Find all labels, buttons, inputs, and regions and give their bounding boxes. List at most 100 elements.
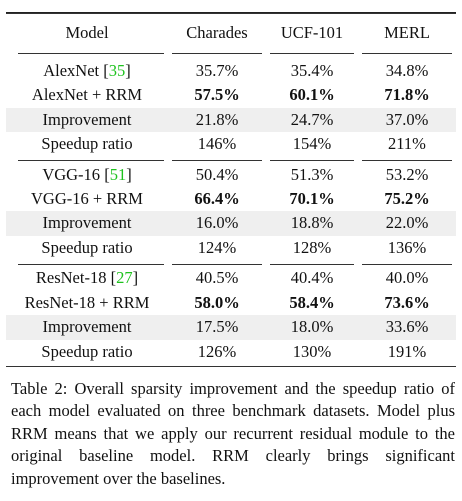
- value-text: 53.2%: [385, 164, 429, 184]
- table-caption: Table 2: Overall sparsity improvement an…: [11, 379, 455, 488]
- table-rule-segment: [172, 53, 262, 54]
- table-rule-segment: [270, 53, 354, 54]
- value-text: 136%: [387, 238, 427, 258]
- table-row: AlexNet [35] 35.7% 35.4% 34.8%: [6, 53, 456, 83]
- value-text: 128%: [292, 238, 332, 258]
- header-model: Model: [65, 22, 109, 42]
- table-row: Improvement 21.8% 24.7% 37.0%: [6, 107, 456, 133]
- table-rule-segment: [172, 263, 262, 265]
- value-text: 40.0%: [385, 268, 429, 288]
- model-name-cell: ResNet-18 [27]: [35, 268, 139, 288]
- value-cell: 66.4%: [168, 187, 266, 212]
- value-text: 124%: [197, 238, 237, 258]
- value-text: 146%: [197, 134, 237, 154]
- model-name: Speedup ratio: [41, 134, 133, 154]
- value-text: 126%: [197, 341, 237, 361]
- table-row: ResNet-18 [27] 40.5% 40.4% 40.0%: [6, 261, 456, 291]
- table-row: Speedup ratio 124% 128% 136%: [6, 236, 456, 261]
- table-rule-segment: [270, 159, 354, 161]
- table-rule: [6, 366, 456, 368]
- value-cell: 35.4%: [266, 53, 358, 83]
- value-text: 17.5%: [195, 317, 239, 337]
- citation-link[interactable]: 27: [116, 268, 133, 288]
- value-text: 24.7%: [290, 109, 334, 129]
- value-cell: 40.5%: [168, 261, 266, 291]
- table-row: VGG-16 [51] 50.4% 51.3% 53.2%: [6, 157, 456, 187]
- value-cell: 18.8%: [266, 211, 358, 236]
- value-text: 40.5%: [195, 268, 239, 288]
- model-name-cell: Improvement: [6, 211, 168, 236]
- model-name: Improvement: [42, 317, 132, 337]
- table-rule-segment: [362, 263, 452, 265]
- model-name-cell: Improvement: [6, 315, 168, 340]
- model-name-cell: VGG-16 + RRM: [6, 187, 168, 212]
- table-rule-segment: [18, 53, 164, 54]
- model-name: Improvement: [42, 109, 132, 129]
- value-text: 71.8%: [384, 85, 430, 105]
- value-text: 130%: [292, 341, 332, 361]
- value-text: 60.1%: [289, 85, 335, 105]
- value-text: 211%: [388, 134, 426, 154]
- value-cell: 191%: [358, 340, 456, 365]
- value-cell: 51.3%: [266, 157, 358, 187]
- table-row: ResNet-18 + RRM 58.0% 58.4% 73.6%: [6, 291, 456, 316]
- header-ucf101: UCF-101: [280, 22, 344, 42]
- table-rule-segment: [18, 159, 164, 161]
- model-name-cell: Improvement: [6, 107, 168, 133]
- value-text: 50.4%: [195, 164, 239, 184]
- model-name-cell: Speedup ratio: [6, 236, 168, 261]
- header-charades: Charades: [186, 22, 248, 42]
- value-text: 58.0%: [194, 292, 240, 312]
- value-text: 16.0%: [195, 213, 239, 233]
- citation-link[interactable]: 51: [109, 164, 127, 184]
- value-cell: 35.7%: [168, 53, 266, 83]
- value-cell: 136%: [358, 236, 456, 261]
- model-name-cell: VGG-16 [51]: [42, 164, 132, 184]
- value-cell: 128%: [266, 236, 358, 261]
- table-body: AlexNet [35] 35.7% 35.4% 34.8% AlexNet + RRM…: [6, 53, 456, 364]
- value-text: 22.0%: [385, 213, 429, 233]
- value-cell: 17.5%: [168, 315, 266, 340]
- value-cell: 34.8%: [358, 53, 456, 83]
- value-text: 66.4%: [194, 188, 240, 208]
- table-rule-segment: [172, 159, 262, 161]
- value-cell: 154%: [266, 132, 358, 157]
- value-text: 191%: [387, 341, 427, 361]
- value-cell: 70.1%: [266, 187, 358, 212]
- value-cell: 57.5%: [168, 83, 266, 108]
- table-rule-segment: [270, 263, 354, 265]
- value-cell: 40.0%: [358, 261, 456, 291]
- value-cell: 21.8%: [168, 107, 266, 133]
- table-rule-segment: [362, 159, 452, 161]
- value-text: 58.4%: [289, 292, 335, 312]
- table-row: Speedup ratio 126% 130% 191%: [6, 340, 456, 365]
- table-rule-segment: [18, 263, 164, 265]
- value-cell: 16.0%: [168, 211, 266, 236]
- results-table-container: Model Charades UCF-101 MERL AlexNet [35]…: [6, 12, 456, 364]
- model-name: Speedup ratio: [41, 341, 133, 361]
- value-cell: 75.2%: [358, 187, 456, 212]
- value-cell: 24.7%: [266, 107, 358, 133]
- value-text: 75.2%: [384, 188, 430, 208]
- value-text: 70.1%: [289, 188, 335, 208]
- value-text: 34.8%: [385, 60, 429, 80]
- model-name: Improvement: [42, 213, 132, 233]
- table-row: Improvement 16.0% 18.8% 22.0%: [6, 211, 456, 236]
- value-cell: 58.4%: [266, 291, 358, 316]
- model-name-cell: ResNet-18 + RRM: [6, 291, 168, 316]
- header-merl: MERL: [384, 22, 430, 42]
- value-cell: 126%: [168, 340, 266, 365]
- results-table: Model Charades UCF-101 MERL AlexNet [35]…: [6, 12, 456, 364]
- value-text: 51.3%: [290, 164, 334, 184]
- model-name-cell: Speedup ratio: [6, 340, 168, 365]
- value-cell: 73.6%: [358, 291, 456, 316]
- value-text: 73.6%: [384, 292, 430, 312]
- value-text: 154%: [292, 134, 332, 154]
- model-name-cell: AlexNet + RRM: [6, 83, 168, 108]
- model-name: AlexNet: [43, 60, 100, 80]
- table-row: AlexNet + RRM 57.5% 60.1% 71.8%: [6, 83, 456, 108]
- value-cell: 33.6%: [358, 315, 456, 340]
- model-name: VGG-16 + RRM: [31, 188, 143, 208]
- table-header-row: Model Charades UCF-101 MERL: [6, 12, 456, 54]
- citation-link[interactable]: 35: [108, 60, 126, 80]
